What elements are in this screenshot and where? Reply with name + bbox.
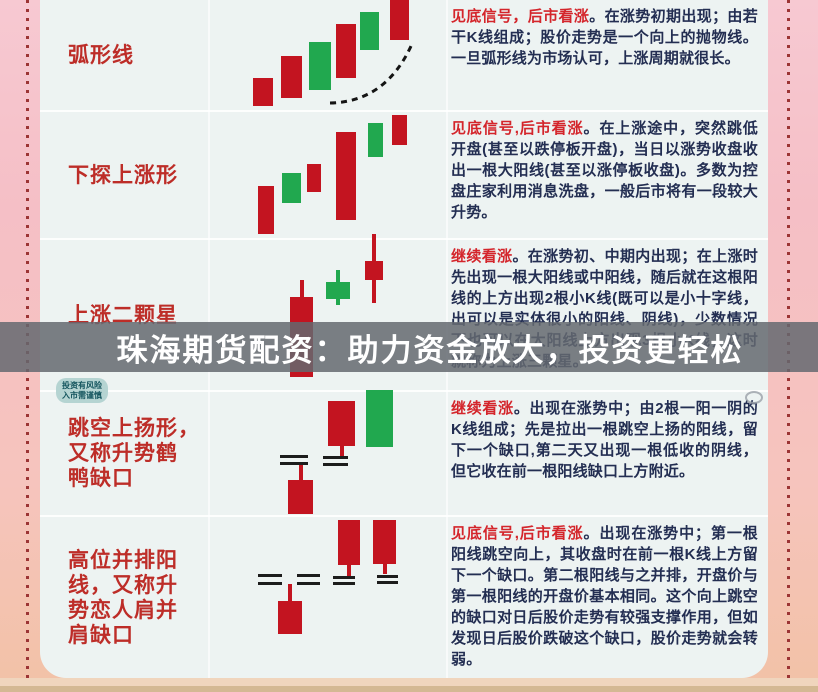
pattern-row-probe-rise: 下探上涨形 见底信号,后市看涨。在上涨途中，突然跳低开盘(甚至以跌停板开盘)，当… bbox=[40, 110, 768, 238]
gap-dash bbox=[323, 456, 348, 459]
pattern-description: 继续看涨。出现在涨势中；由2根一阳一阴的K线组成；先是拉出一根跳空上扬的阳线，留… bbox=[446, 392, 768, 515]
bullish-candle bbox=[373, 520, 396, 574]
candlestick-diagram bbox=[208, 0, 446, 110]
bearish-candle bbox=[368, 123, 383, 157]
candle-wick bbox=[299, 280, 304, 297]
bullish-candle bbox=[365, 234, 383, 303]
candle-wick bbox=[372, 234, 376, 261]
pattern-label-cell: 高位并排阳 线，又称升 势恋人肩并 肩缺口 bbox=[40, 517, 208, 678]
bullish-candle bbox=[307, 164, 321, 192]
gap-dash bbox=[258, 582, 282, 585]
bullish-candle bbox=[258, 186, 274, 234]
description-text: 。在涨势初期出现；由若干K线组成；股价走势是一个向上的抛物线。一旦弧形线为市场认… bbox=[451, 8, 758, 67]
bullish-candle bbox=[390, 0, 409, 40]
trend-arc-icon bbox=[329, 43, 414, 105]
gap-dash bbox=[280, 462, 308, 465]
pattern-label-cell: 下探上涨形 bbox=[40, 112, 208, 238]
description-text: 。出现在涨势中；由2根一阳一阴的K线组成；先是拉出一根跳空上扬的阳线，留下一个缺… bbox=[451, 400, 758, 480]
bottom-strip bbox=[0, 678, 818, 686]
candle-wick bbox=[339, 446, 344, 457]
bottom-edge bbox=[0, 686, 818, 692]
pattern-description: 见底信号,后市看涨。出现在涨势中；第一根阳线跳空向上，其收盘时在前一根K线上方留… bbox=[446, 517, 768, 678]
gap-dash bbox=[333, 582, 355, 585]
description-text: 。出现在涨势中；第一根阳线跳空向上，其收盘时在前一根K线上方留下一个缺口。第二根… bbox=[451, 525, 759, 668]
pattern-description: 见底信号,后市看涨。在上涨途中，突然跳低开盘(甚至以跌停板开盘)，当日以涨势收盘… bbox=[446, 112, 768, 238]
pattern-name: 弧形线 bbox=[68, 43, 134, 67]
description-text: 。在上涨途中，突然跳低开盘(甚至以跌停板开盘)，当日以涨势收盘收出一根大阳线(甚… bbox=[451, 120, 759, 221]
bearish-candle bbox=[326, 270, 350, 305]
candlestick-diagram bbox=[208, 390, 446, 515]
watermark-text: 珠海期货配资：助力资金放大，投资更轻松 bbox=[116, 332, 744, 368]
signal-text: 见底信号,后市看涨 bbox=[451, 120, 584, 137]
candle-wick bbox=[347, 565, 351, 579]
bullish-candle bbox=[338, 520, 360, 579]
pattern-name: 上涨二颗星 bbox=[68, 303, 178, 327]
pattern-row-gap-up: 跳空上扬形， 又称升势鹤 鸭缺口 继续看涨。出现在涨势中；由2根一阳一阴的K线组… bbox=[40, 390, 768, 515]
bullish-candle bbox=[392, 115, 407, 145]
watermark-banner: 珠海期货配资：助力资金放大，投资更轻松 bbox=[0, 322, 818, 372]
bullish-candle bbox=[336, 132, 356, 220]
gap-dash bbox=[333, 576, 355, 579]
gap-dash bbox=[297, 574, 320, 577]
pattern-label-cell: 弧形线 bbox=[40, 0, 208, 110]
candlestick-diagram bbox=[208, 112, 446, 238]
gap-dash bbox=[258, 574, 282, 577]
candle-wick bbox=[298, 464, 303, 480]
candle-wick bbox=[336, 299, 340, 305]
bearish-candle bbox=[366, 390, 393, 447]
signal-text: 见底信号,后市看涨 bbox=[451, 525, 584, 542]
bullish-candle bbox=[336, 24, 356, 78]
bullish-candle bbox=[253, 78, 273, 106]
risk-disclaimer-badge: 投资有风险 入市需谨慎 bbox=[56, 378, 108, 403]
pattern-label-cell: 跳空上扬形， 又称升势鹤 鸭缺口 bbox=[40, 392, 208, 515]
bullish-candle bbox=[278, 584, 302, 634]
gap-dash bbox=[323, 463, 348, 466]
pattern-row-parallel-yang: 高位并排阳 线，又称升 势恋人肩并 肩缺口 见底信号,后市看涨。出现在涨势中；第… bbox=[40, 515, 768, 678]
pattern-description: 见底信号，后市看涨。在涨势初期出现；由若干K线组成；股价走势是一个向上的抛物线。… bbox=[446, 0, 768, 110]
candle-wick bbox=[382, 564, 387, 574]
pattern-name: 高位并排阳 线，又称升 势恋人肩并 肩缺口 bbox=[68, 548, 178, 647]
bearish-candle bbox=[282, 173, 301, 203]
gap-dash bbox=[297, 582, 320, 585]
gap-dash bbox=[280, 455, 308, 458]
pattern-row-arc-line: 弧形线 见底信号，后市看涨。在涨势初期出现；由若干K线组成；股价走势是一个向上的… bbox=[40, 0, 768, 110]
pattern-name: 跳空上扬形， 又称升势鹤 鸭缺口 bbox=[68, 417, 200, 490]
bearish-candle bbox=[309, 42, 331, 90]
gap-dash bbox=[377, 581, 398, 584]
bearish-candle bbox=[360, 12, 379, 50]
bullish-candle bbox=[288, 464, 313, 514]
pattern-label-cell: 上涨二颗星 bbox=[40, 240, 208, 390]
gap-dash bbox=[377, 575, 398, 578]
signal-text: 见底信号，后市看涨 bbox=[451, 8, 590, 25]
candlestick-diagram bbox=[208, 517, 446, 678]
bullish-candle bbox=[281, 56, 302, 98]
bullish-candle bbox=[328, 401, 355, 457]
pattern-name: 下探上涨形 bbox=[68, 163, 178, 187]
candle-wick bbox=[336, 270, 340, 282]
signal-text: 继续看涨 bbox=[451, 248, 513, 265]
signal-text: 继续看涨 bbox=[451, 400, 514, 417]
candle-wick bbox=[372, 280, 376, 303]
candle-wick bbox=[288, 584, 292, 601]
small-watermark-icon bbox=[745, 391, 763, 404]
